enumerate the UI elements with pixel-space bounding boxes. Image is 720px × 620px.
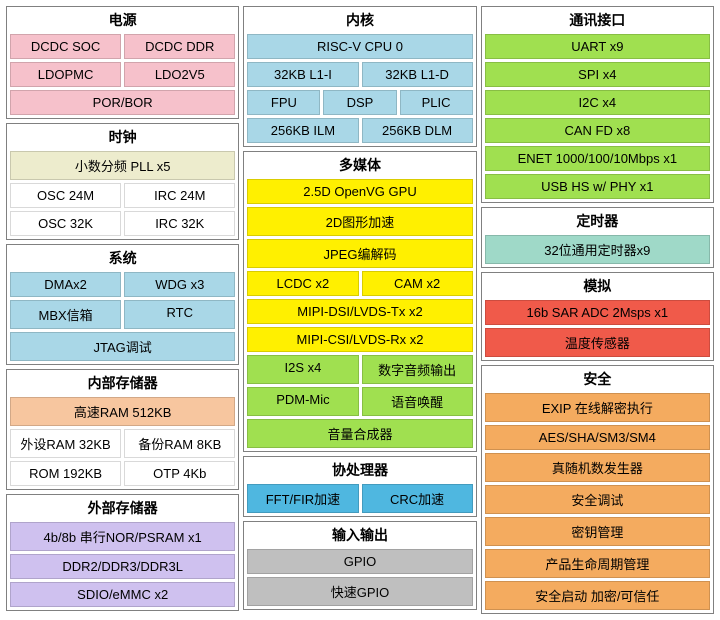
cell-gpio: GPIO bbox=[247, 549, 472, 574]
cell-adc: 16b SAR ADC 2Msps x1 bbox=[485, 300, 710, 325]
cell-cam: CAM x2 bbox=[362, 271, 473, 296]
cell-cpu: RISC-V CPU 0 bbox=[247, 34, 472, 59]
cell-osc24m: OSC 24M bbox=[10, 183, 121, 208]
cell-norpsram: 4b/8b 串行NOR/PSRAM x1 bbox=[10, 522, 235, 551]
cell-sdio: SDIO/eMMC x2 bbox=[10, 582, 235, 607]
cell-mipi-rx: MIPI-CSI/LVDS-Rx x2 bbox=[247, 327, 472, 352]
cell-lcdc: LCDC x2 bbox=[247, 271, 358, 296]
cell-i2s: I2S x4 bbox=[247, 355, 358, 384]
cell-dao: 数字音频输出 bbox=[362, 355, 473, 384]
cell-pdm: PDM-Mic bbox=[247, 387, 358, 416]
cell-irc32k: IRC 32K bbox=[124, 211, 235, 236]
block-title: 内部存储器 bbox=[10, 373, 235, 394]
cell-crypto: AES/SHA/SM3/SM4 bbox=[485, 425, 710, 450]
cell-crc: CRC加速 bbox=[362, 484, 473, 513]
block-title: 通讯接口 bbox=[485, 10, 710, 31]
block-core: 内核 RISC-V CPU 0 32KB L1-I 32KB L1-D FPU … bbox=[243, 6, 476, 147]
block-title: 系统 bbox=[10, 248, 235, 269]
column-center: 内核 RISC-V CPU 0 32KB L1-I 32KB L1-D FPU … bbox=[243, 6, 476, 614]
block-title: 电源 bbox=[10, 10, 235, 31]
cell-l1d: 32KB L1-D bbox=[362, 62, 473, 87]
cell-wake: 语音唤醒 bbox=[362, 387, 473, 416]
cell-exip: EXIP 在线解密执行 bbox=[485, 393, 710, 422]
cell-mipi-tx: MIPI-DSI/LVDS-Tx x2 bbox=[247, 299, 472, 324]
cell-uart: UART x9 bbox=[485, 34, 710, 59]
cell-rom: ROM 192KB bbox=[10, 461, 121, 486]
block-system: 系统 DMAx2 WDG x3 MBX信箱 RTC JTAG调试 bbox=[6, 244, 239, 365]
cell-otp: OTP 4Kb bbox=[124, 461, 235, 486]
cell-irc24m: IRC 24M bbox=[124, 183, 235, 208]
cell-dma: DMAx2 bbox=[10, 272, 121, 297]
block-title: 外部存储器 bbox=[10, 498, 235, 519]
cell-jpeg: JPEG编解码 bbox=[247, 239, 472, 268]
cell-boot: 安全启动 加密/可信任 bbox=[485, 581, 710, 610]
cell-synth: 音量合成器 bbox=[247, 419, 472, 448]
block-coprocessor: 协处理器 FFT/FIR加速 CRC加速 bbox=[243, 456, 476, 517]
cell-gpt: 32位通用定时器x9 bbox=[485, 235, 710, 264]
column-right: 通讯接口 UART x9 SPI x4 I2C x4 CAN FD x8 ENE… bbox=[481, 6, 714, 614]
cell-can: CAN FD x8 bbox=[485, 118, 710, 143]
cell-mbx: MBX信箱 bbox=[10, 300, 121, 329]
cell-osc32k: OSC 32K bbox=[10, 211, 121, 236]
block-title: 定时器 bbox=[485, 211, 710, 232]
block-title: 内核 bbox=[247, 10, 472, 31]
block-analog: 模拟 16b SAR ADC 2Msps x1 温度传感器 bbox=[481, 272, 714, 361]
block-title: 协处理器 bbox=[247, 460, 472, 481]
block-external-mem: 外部存储器 4b/8b 串行NOR/PSRAM x1 DDR2/DDR3/DDR… bbox=[6, 494, 239, 611]
cell-spi: SPI x4 bbox=[485, 62, 710, 87]
cell-wdg: WDG x3 bbox=[124, 272, 235, 297]
cell-dlm: 256KB DLM bbox=[362, 118, 473, 143]
cell-fastgpio: 快速GPIO bbox=[247, 577, 472, 606]
cell-plic: PLIC bbox=[400, 90, 473, 115]
cell-bram: 备份RAM 8KB bbox=[124, 429, 235, 458]
block-title: 输入输出 bbox=[247, 525, 472, 546]
cell-gfx2d: 2D图形加速 bbox=[247, 207, 472, 236]
block-io: 输入输出 GPIO 快速GPIO bbox=[243, 521, 476, 610]
cell-trng: 真随机数发生器 bbox=[485, 453, 710, 482]
cell-dcdc-soc: DCDC SOC bbox=[10, 34, 121, 59]
cell-ldopmc: LDOPMC bbox=[10, 62, 121, 87]
cell-usb: USB HS w/ PHY x1 bbox=[485, 174, 710, 199]
cell-ilm: 256KB ILM bbox=[247, 118, 358, 143]
cell-fpu: FPU bbox=[247, 90, 320, 115]
block-clock: 时钟 小数分频 PLL x5 OSC 24M IRC 24M OSC 32K I… bbox=[6, 123, 239, 240]
cell-jtag: JTAG调试 bbox=[10, 332, 235, 361]
cell-key: 密钥管理 bbox=[485, 517, 710, 546]
cell-enet: ENET 1000/100/10Mbps x1 bbox=[485, 146, 710, 171]
block-multimedia: 多媒体 2.5D OpenVG GPU 2D图形加速 JPEG编解码 LCDC … bbox=[243, 151, 476, 452]
cell-temp: 温度传感器 bbox=[485, 328, 710, 357]
block-internal-mem: 内部存储器 高速RAM 512KB 外设RAM 32KB 备份RAM 8KB R… bbox=[6, 369, 239, 490]
block-power: 电源 DCDC SOC DCDC DDR LDOPMC LDO2V5 POR/B… bbox=[6, 6, 239, 119]
block-security: 安全 EXIP 在线解密执行 AES/SHA/SM3/SM4 真随机数发生器 安… bbox=[481, 365, 714, 614]
cell-fft: FFT/FIR加速 bbox=[247, 484, 358, 513]
cell-l1i: 32KB L1-I bbox=[247, 62, 358, 87]
cell-rtc: RTC bbox=[124, 300, 235, 329]
cell-porbor: POR/BOR bbox=[10, 90, 235, 115]
cell-dcdc-ddr: DCDC DDR bbox=[124, 34, 235, 59]
block-title: 模拟 bbox=[485, 276, 710, 297]
column-left: 电源 DCDC SOC DCDC DDR LDOPMC LDO2V5 POR/B… bbox=[6, 6, 239, 614]
cell-ldo2v5: LDO2V5 bbox=[124, 62, 235, 87]
cell-i2c: I2C x4 bbox=[485, 90, 710, 115]
cell-dbg: 安全调试 bbox=[485, 485, 710, 514]
cell-pram: 外设RAM 32KB bbox=[10, 429, 121, 458]
block-timer: 定时器 32位通用定时器x9 bbox=[481, 207, 714, 268]
cell-ddr: DDR2/DDR3/DDR3L bbox=[10, 554, 235, 579]
block-title: 安全 bbox=[485, 369, 710, 390]
cell-pll: 小数分频 PLL x5 bbox=[10, 151, 235, 180]
cell-gpu: 2.5D OpenVG GPU bbox=[247, 179, 472, 204]
block-comm: 通讯接口 UART x9 SPI x4 I2C x4 CAN FD x8 ENE… bbox=[481, 6, 714, 203]
cell-plc: 产品生命周期管理 bbox=[485, 549, 710, 578]
cell-dsp: DSP bbox=[323, 90, 396, 115]
cell-hsram: 高速RAM 512KB bbox=[10, 397, 235, 426]
block-title: 多媒体 bbox=[247, 155, 472, 176]
block-title: 时钟 bbox=[10, 127, 235, 148]
